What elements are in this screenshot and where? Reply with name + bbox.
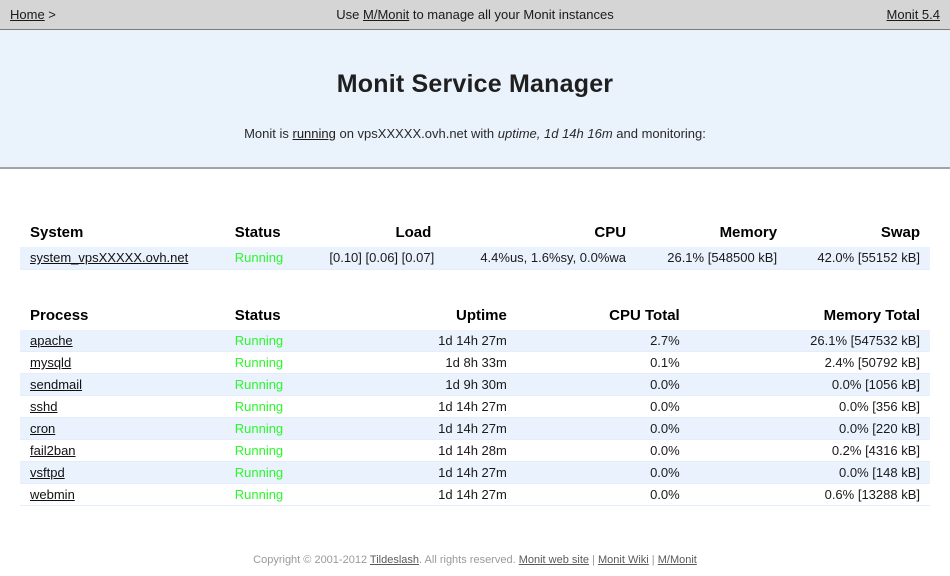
column-header-status: Status [234, 224, 281, 241]
table-row: sshd Running 1d 14h 27m 0.0% 0.0% [356 k… [20, 395, 930, 418]
system-table: System Status Load CPU Memory Swap syste… [20, 221, 930, 270]
process-table: Process Status Uptime CPU Total Memory T… [20, 304, 930, 506]
monit-version-link[interactable]: Monit 5.4 [886, 7, 940, 22]
column-header-cpu: CPU [594, 224, 627, 241]
system-table-header-row: System Status Load CPU Memory Swap [20, 221, 930, 247]
table-row: fail2ban Running 1d 14h 28m 0.0% 0.2% [4… [20, 439, 930, 462]
column-header-uptime: Uptime [455, 306, 507, 324]
load-value: [0.10] [0.06] [0.07] [319, 247, 442, 270]
column-header-cpu-total: CPU Total [609, 306, 680, 324]
cpu-value: 4.4%us, 1.6%sy, 0.0%wa [441, 247, 637, 270]
copyright-text: Copyright © 2001-2012 [253, 554, 370, 566]
status-badge: Running [224, 483, 320, 506]
status-badge: Running [224, 373, 320, 396]
process-link[interactable]: cron [30, 421, 56, 436]
tildeslash-link[interactable]: Tildeslash [369, 554, 420, 566]
memory-total-value: 26.1% [547532 kB] [689, 329, 930, 352]
table-row: webmin Running 1d 14h 27m 0.0% 0.6% [132… [20, 483, 930, 506]
column-header-process: Process [30, 306, 89, 324]
mmonit-footer-link[interactable]: M/Monit [657, 554, 697, 566]
home-link[interactable]: Home [10, 7, 45, 22]
main-content: System Status Load CPU Memory Swap syste… [0, 221, 950, 566]
memory-total-value: 0.0% [356 kB] [689, 395, 930, 418]
memory-value: 26.1% [548500 kB] [636, 247, 788, 270]
swap-value: 42.0% [55152 kB] [787, 247, 930, 270]
breadcrumb: Home > [10, 7, 243, 22]
status-line-post: and monitoring: [612, 126, 706, 141]
table-row: system_vpsXXXXX.ovh.net Running [0.10] [… [20, 247, 930, 270]
memory-total-value: 0.6% [13288 kB] [689, 483, 930, 506]
column-header-swap: Swap [880, 224, 920, 241]
cpu-total-value: 2.7% [516, 329, 690, 352]
copyright-text-post: . All rights reserved. [419, 554, 519, 566]
column-header-system: System [30, 224, 84, 241]
memory-total-value: 2.4% [50792 kB] [689, 351, 930, 374]
uptime-value: 1d 14h 27m [319, 461, 517, 484]
uptime-value: 1d 14h 27m [319, 483, 517, 506]
system-link[interactable]: system_vpsXXXXX.ovh.net [30, 250, 189, 266]
status-badge: Running [224, 417, 320, 440]
uptime-value: 1d 14h 27m [319, 329, 517, 352]
process-link[interactable]: sshd [30, 399, 58, 414]
uptime-value: 1d 14h 27m [319, 395, 517, 418]
monit-website-link[interactable]: Monit web site [518, 554, 590, 566]
cpu-total-value: 0.0% [516, 395, 690, 418]
cpu-total-value: 0.0% [516, 417, 690, 440]
status-badge: Running [224, 247, 320, 270]
uptime-value: 1d 14h 28m [319, 439, 517, 462]
table-row: cron Running 1d 14h 27m 0.0% 0.0% [220 k… [20, 417, 930, 440]
process-link[interactable]: fail2ban [30, 443, 76, 458]
page-title: Monit Service Manager [336, 70, 614, 98]
process-table-header-row: Process Status Uptime CPU Total Memory T… [20, 304, 930, 330]
monit-status-line: Monit is running on vpsXXXXX.ovh.net wit… [0, 126, 950, 141]
uptime-value: 1d 8h 33m [319, 351, 517, 374]
process-link[interactable]: apache [30, 332, 73, 348]
status-badge: Running [224, 439, 320, 462]
column-header-memory-total: Memory Total [823, 306, 920, 324]
top-navigation-bar: Home > Use M/Monit to manage all your Mo… [0, 0, 950, 30]
status-badge: Running [224, 395, 320, 418]
status-line-host: on vpsXXXXX.ovh.net with [335, 126, 498, 141]
process-link[interactable]: vsftpd [30, 465, 65, 480]
status-badge: Running [224, 461, 320, 484]
process-link[interactable]: mysqld [30, 355, 72, 370]
status-badge: Running [224, 351, 320, 374]
page-footer: Copyright © 2001-2012 Tildeslash. All ri… [20, 554, 930, 566]
column-header-status: Status [234, 306, 281, 324]
process-link[interactable]: webmin [30, 487, 75, 502]
table-row: apache Running 1d 14h 27m 2.7% 26.1% [54… [20, 329, 930, 352]
cpu-total-value: 0.0% [516, 373, 690, 396]
footer-link-separator: | [589, 554, 598, 566]
uptime-value: uptime, 1d 14h 16m [497, 126, 613, 141]
monit-wiki-link[interactable]: Monit Wiki [598, 554, 649, 566]
process-link[interactable]: sendmail [30, 377, 83, 392]
table-row: vsftpd Running 1d 14h 27m 0.0% 0.0% [148… [20, 461, 930, 484]
footer-link-separator: | [648, 554, 658, 566]
cpu-total-value: 0.1% [516, 351, 690, 374]
status-badge: Running [224, 329, 320, 352]
uptime-value: 1d 14h 27m [319, 417, 517, 440]
mmonit-link[interactable]: M/Monit [363, 7, 410, 22]
column-header-memory: Memory [719, 224, 778, 241]
cpu-total-value: 0.0% [516, 461, 690, 484]
memory-total-value: 0.0% [148 kB] [689, 461, 930, 484]
cpu-total-value: 0.0% [516, 439, 690, 462]
uptime-value: 1d 9h 30m [319, 373, 517, 396]
page-header: Monit Service Manager Monit is running o… [0, 30, 950, 169]
memory-total-value: 0.0% [1056 kB] [689, 373, 930, 396]
column-header-load: Load [395, 224, 432, 241]
table-row: mysqld Running 1d 8h 33m 0.1% 2.4% [5079… [20, 351, 930, 374]
banner-text-pre: Use [336, 7, 363, 22]
status-line-pre: Monit is [244, 126, 293, 141]
table-row: sendmail Running 1d 9h 30m 0.0% 0.0% [10… [20, 373, 930, 396]
memory-total-value: 0.2% [4316 kB] [689, 439, 930, 462]
cpu-total-value: 0.0% [516, 483, 690, 506]
banner-text-post: to manage all your Monit instances [409, 7, 614, 22]
running-status-link[interactable]: running [292, 126, 336, 141]
breadcrumb-separator: > [44, 7, 56, 22]
topbar-banner: Use M/Monit to manage all your Monit ins… [243, 7, 708, 22]
memory-total-value: 0.0% [220 kB] [689, 417, 930, 440]
